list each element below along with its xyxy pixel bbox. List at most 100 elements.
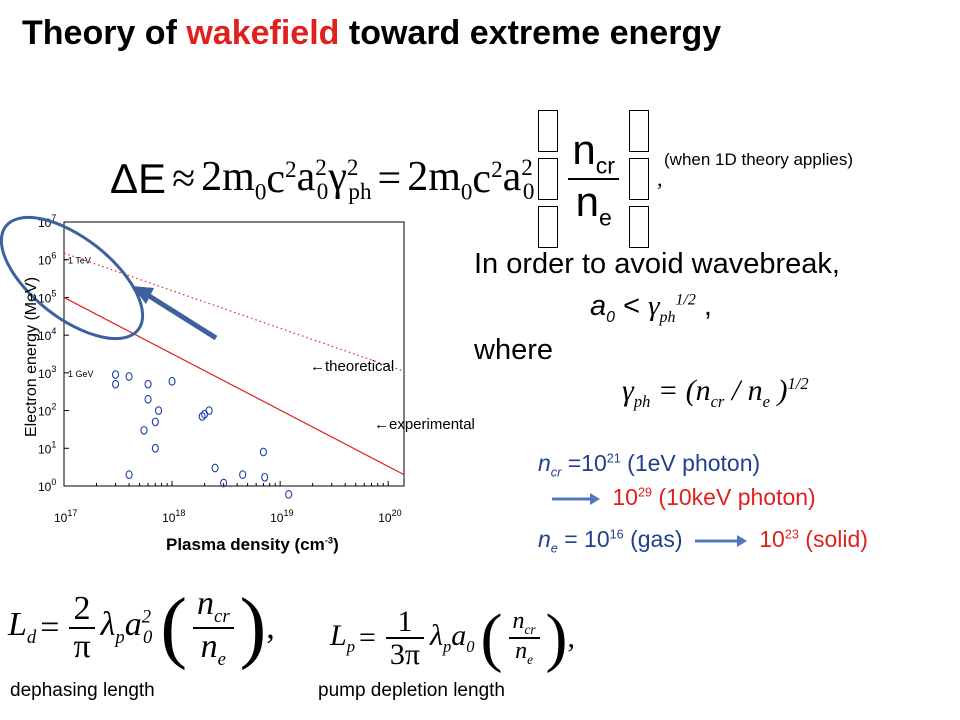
ncr2-note: (10keV photon): [652, 484, 816, 510]
fraction-bar: [508, 637, 540, 639]
lp-eq: =: [358, 621, 376, 654]
ne-label: ne: [538, 526, 558, 556]
ld-ncr: n: [197, 585, 215, 623]
fraction-bar: [69, 626, 95, 629]
experimental-point: [144, 394, 152, 404]
energy-equation: ΔE ≈ 2m0 c2 a20 γ2ph = 2m0 c2 a20 ncr ne…: [110, 110, 662, 248]
ld-a-symbol: a: [124, 606, 142, 644]
experimental-point: [205, 406, 213, 415]
ld-ncr-sub: cr: [214, 605, 230, 627]
eq-term1-text: 2m: [201, 153, 255, 200]
lp-ratio-num: ncr: [509, 609, 540, 637]
ne-sub: e: [550, 541, 558, 556]
lp-paren-open: (: [480, 601, 503, 674]
ld-den: π: [73, 627, 91, 665]
placeholder-box: [628, 206, 649, 248]
wavebreak-line1: In order to avoid wavebreak,: [474, 248, 840, 280]
x-tick-label: 1020: [378, 508, 401, 525]
gph-ncr-sub: cr: [710, 392, 725, 411]
experimental-point: [259, 447, 267, 457]
experimental-point: [125, 470, 133, 479]
eq-gamma-sub: ph: [348, 178, 372, 205]
lp-lambda-symbol: λ: [430, 619, 444, 652]
ld-ratio: ncr ne: [193, 586, 234, 669]
right-arrow-icon: [694, 534, 747, 547]
cond-gamma-sub: ph: [659, 308, 676, 326]
eq-c: c: [266, 156, 286, 202]
cond-a-text: a: [590, 290, 607, 322]
ncr-line: ncr =1021 (1eV photon): [538, 450, 760, 480]
solid-exp: 23: [784, 527, 799, 542]
eq-term2-text: 2m: [407, 153, 461, 200]
x-label-text: Plasma density (cm: [166, 535, 325, 554]
ld-lambda-sub: p: [115, 626, 125, 648]
experimental-point: [239, 470, 247, 479]
ld-ne-sub: e: [217, 648, 226, 670]
lp-num: 1: [397, 604, 413, 638]
y-tick-label: 101: [38, 439, 56, 456]
ne-eq: = 10: [557, 526, 610, 552]
eq-a-sup: 2: [315, 153, 327, 180]
ncr-n: n: [538, 450, 551, 476]
experimental-point: [125, 372, 133, 381]
eq-a0: a20: [297, 153, 329, 205]
lp-a: a0: [451, 619, 474, 657]
gph-close: ): [769, 374, 788, 407]
fraction-bar: [385, 637, 425, 639]
solid-group: 1023 (solid): [759, 526, 868, 552]
gph-sub: ph: [633, 392, 651, 411]
title-accent: wakefield: [186, 14, 340, 52]
fraction-bar: [193, 626, 234, 629]
eq-c-sup-b: 2: [491, 156, 503, 182]
experimental-point: [155, 406, 163, 415]
placeholder-box: [628, 158, 649, 200]
eq-c-b: c: [472, 156, 492, 202]
eq-lhs: ΔE: [110, 155, 167, 202]
ld-a: a20: [125, 606, 153, 649]
ncr2-exp: 29: [637, 485, 653, 500]
y-tick-label: 106: [38, 251, 56, 268]
y-tick-label: 100: [38, 477, 56, 494]
highlight-ellipse: [0, 215, 145, 341]
chart-x-axis-label: Plasma density (cm-3): [166, 535, 339, 555]
experimental-label: ←experimental: [374, 416, 475, 433]
ld-lambda: λp: [101, 606, 125, 649]
eq-a-sub: 0: [316, 178, 329, 205]
lp-ratio: ncr ne: [508, 609, 540, 667]
gph-symbol: γ: [622, 374, 634, 407]
ld-a-sub: 0: [143, 626, 153, 648]
ld-l: L: [8, 606, 27, 644]
ld-comma: ,: [266, 608, 275, 646]
pointer-arrow-shaft: [144, 291, 218, 341]
eq-a-b: a: [502, 153, 522, 200]
wavebreak-where: where: [474, 334, 553, 366]
ne-n: n: [538, 526, 551, 552]
lp-lambda: λp: [430, 619, 451, 657]
y-tick-label: 103: [38, 364, 56, 381]
lp-sub: p: [346, 637, 355, 656]
1d-theory-note: (when 1D theory applies): [664, 150, 853, 169]
wavebreak-condition: a0 < γph1/2 ,: [590, 290, 712, 327]
lp-frac: 1 3π: [385, 604, 425, 671]
theoretical-line: [63, 252, 405, 372]
solid-base: 10: [759, 526, 785, 552]
experimental-point: [144, 379, 152, 389]
ncr-label: ncr: [538, 450, 561, 480]
eq-term2: 2m0: [407, 153, 472, 205]
plot-frame: [63, 221, 405, 487]
experimental-point: [151, 443, 159, 453]
experimental-point: [168, 376, 176, 386]
placeholder-box: [628, 110, 649, 152]
gph-ne-sub: e: [762, 392, 770, 411]
eq-a-sub-b: 0: [522, 178, 535, 205]
lp-ratio-den: ne: [511, 638, 537, 667]
lp-lhs: Lp: [330, 619, 355, 657]
eq-ne-sub: e: [598, 204, 612, 231]
eq-ncr: n: [572, 126, 596, 174]
ld-a-sup: 2: [141, 606, 152, 628]
tev-label: 1 TeV: [68, 256, 91, 266]
right-arrow-icon: [552, 492, 600, 505]
